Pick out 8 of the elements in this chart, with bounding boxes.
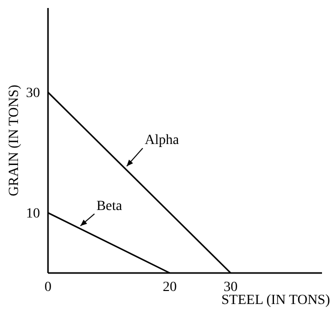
y-axis-title: GRAIN (IN TONS) [7, 84, 22, 196]
series-label: Beta [96, 198, 123, 214]
x-tick-label: 20 [162, 280, 177, 295]
x-tick-label: 0 [44, 280, 52, 295]
x-axis-title: STEEL (IN TONS) [221, 293, 330, 308]
y-tick-label: 10 [26, 206, 40, 222]
text: Alpha [144, 133, 180, 148]
x-tick-label: 30 [224, 280, 238, 295]
